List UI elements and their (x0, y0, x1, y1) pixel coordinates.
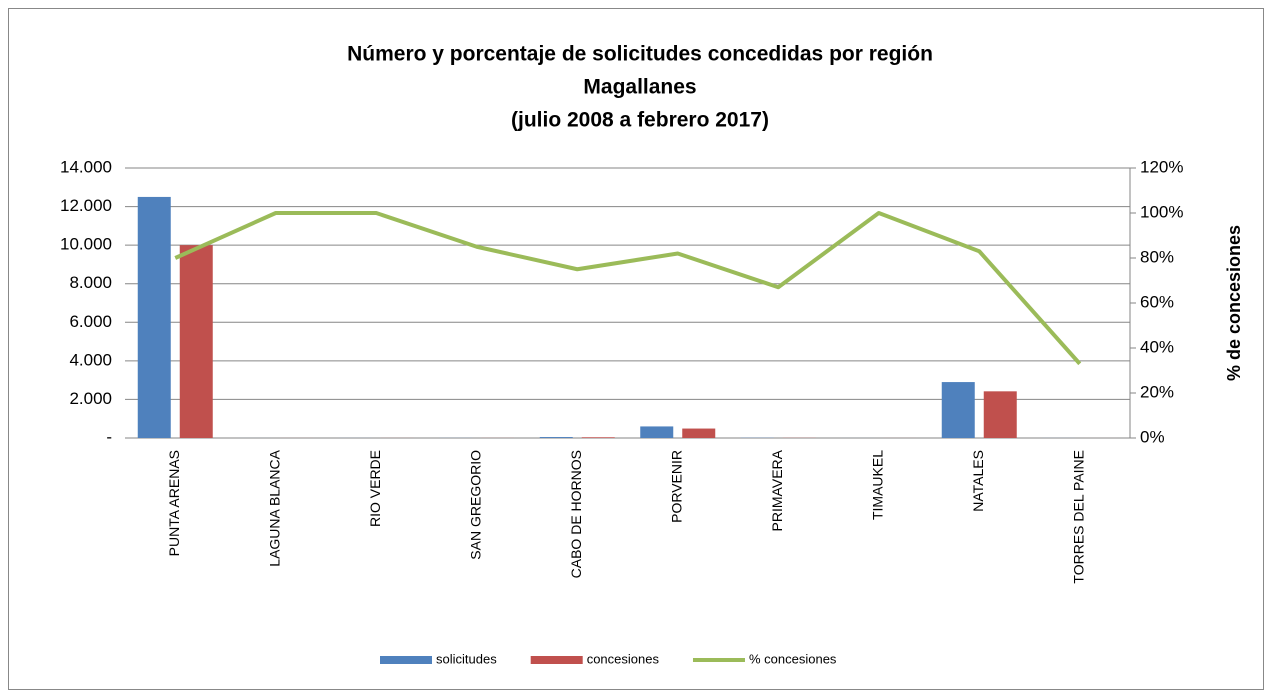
y-tick-label: 2.000 (69, 389, 112, 408)
x-tick-label: CABO DE HORNOS (568, 450, 584, 578)
y2-tick-label: 20% (1140, 382, 1174, 401)
x-tick-label: PUNTA ARENAS (166, 450, 182, 556)
bar (941, 382, 975, 438)
y2-tick-label: 0% (1140, 427, 1165, 446)
chart-border (8, 8, 1264, 690)
x-tick-label: PORVENIR (668, 450, 684, 523)
bar (640, 426, 674, 438)
y2-tick-label: 100% (1140, 202, 1183, 221)
y-tick-label: 6.000 (69, 312, 112, 331)
y-tick-label: 12.000 (60, 196, 112, 215)
bar (179, 245, 213, 438)
y2-tick-label: 120% (1140, 157, 1183, 176)
legend-label: concesiones (587, 651, 660, 666)
y-tick-label: - (106, 427, 112, 446)
y2-tick-label: 40% (1140, 337, 1174, 356)
y-tick-label: 8.000 (69, 273, 112, 292)
legend-swatch (530, 656, 583, 664)
x-tick-label: NATALES (970, 450, 986, 512)
x-tick-label: TORRES DEL PAINE (1070, 450, 1086, 584)
y-tick-label: 4.000 (69, 350, 112, 369)
legend-swatch (380, 656, 432, 664)
y-tick-label: 14.000 (60, 157, 112, 176)
x-tick-label: RIO VERDE (367, 450, 383, 527)
chart-title: (julio 2008 a febrero 2017) (511, 109, 769, 132)
bar (581, 437, 615, 438)
y2-tick-label: 60% (1140, 292, 1174, 311)
bar (983, 391, 1017, 438)
bar (682, 428, 716, 438)
bar (137, 196, 171, 438)
y2-axis-label: % de concesiones (1224, 225, 1244, 381)
y2-tick-label: 80% (1140, 247, 1174, 266)
x-tick-label: TIMAUKEL (869, 450, 885, 520)
legend-label: solicitudes (436, 651, 497, 666)
bar (539, 437, 573, 438)
legend-label: % concesiones (749, 651, 837, 666)
chart-title: Número y porcentaje de solicitudes conce… (347, 43, 933, 66)
x-tick-label: SAN GREGORIO (467, 450, 483, 560)
x-tick-label: PRIMAVERA (769, 449, 785, 531)
y-tick-label: 10.000 (60, 235, 112, 254)
line (174, 211, 1082, 366)
x-tick-label: LAGUNA BLANCA (266, 449, 282, 566)
chart-title: Magallanes (583, 76, 696, 99)
